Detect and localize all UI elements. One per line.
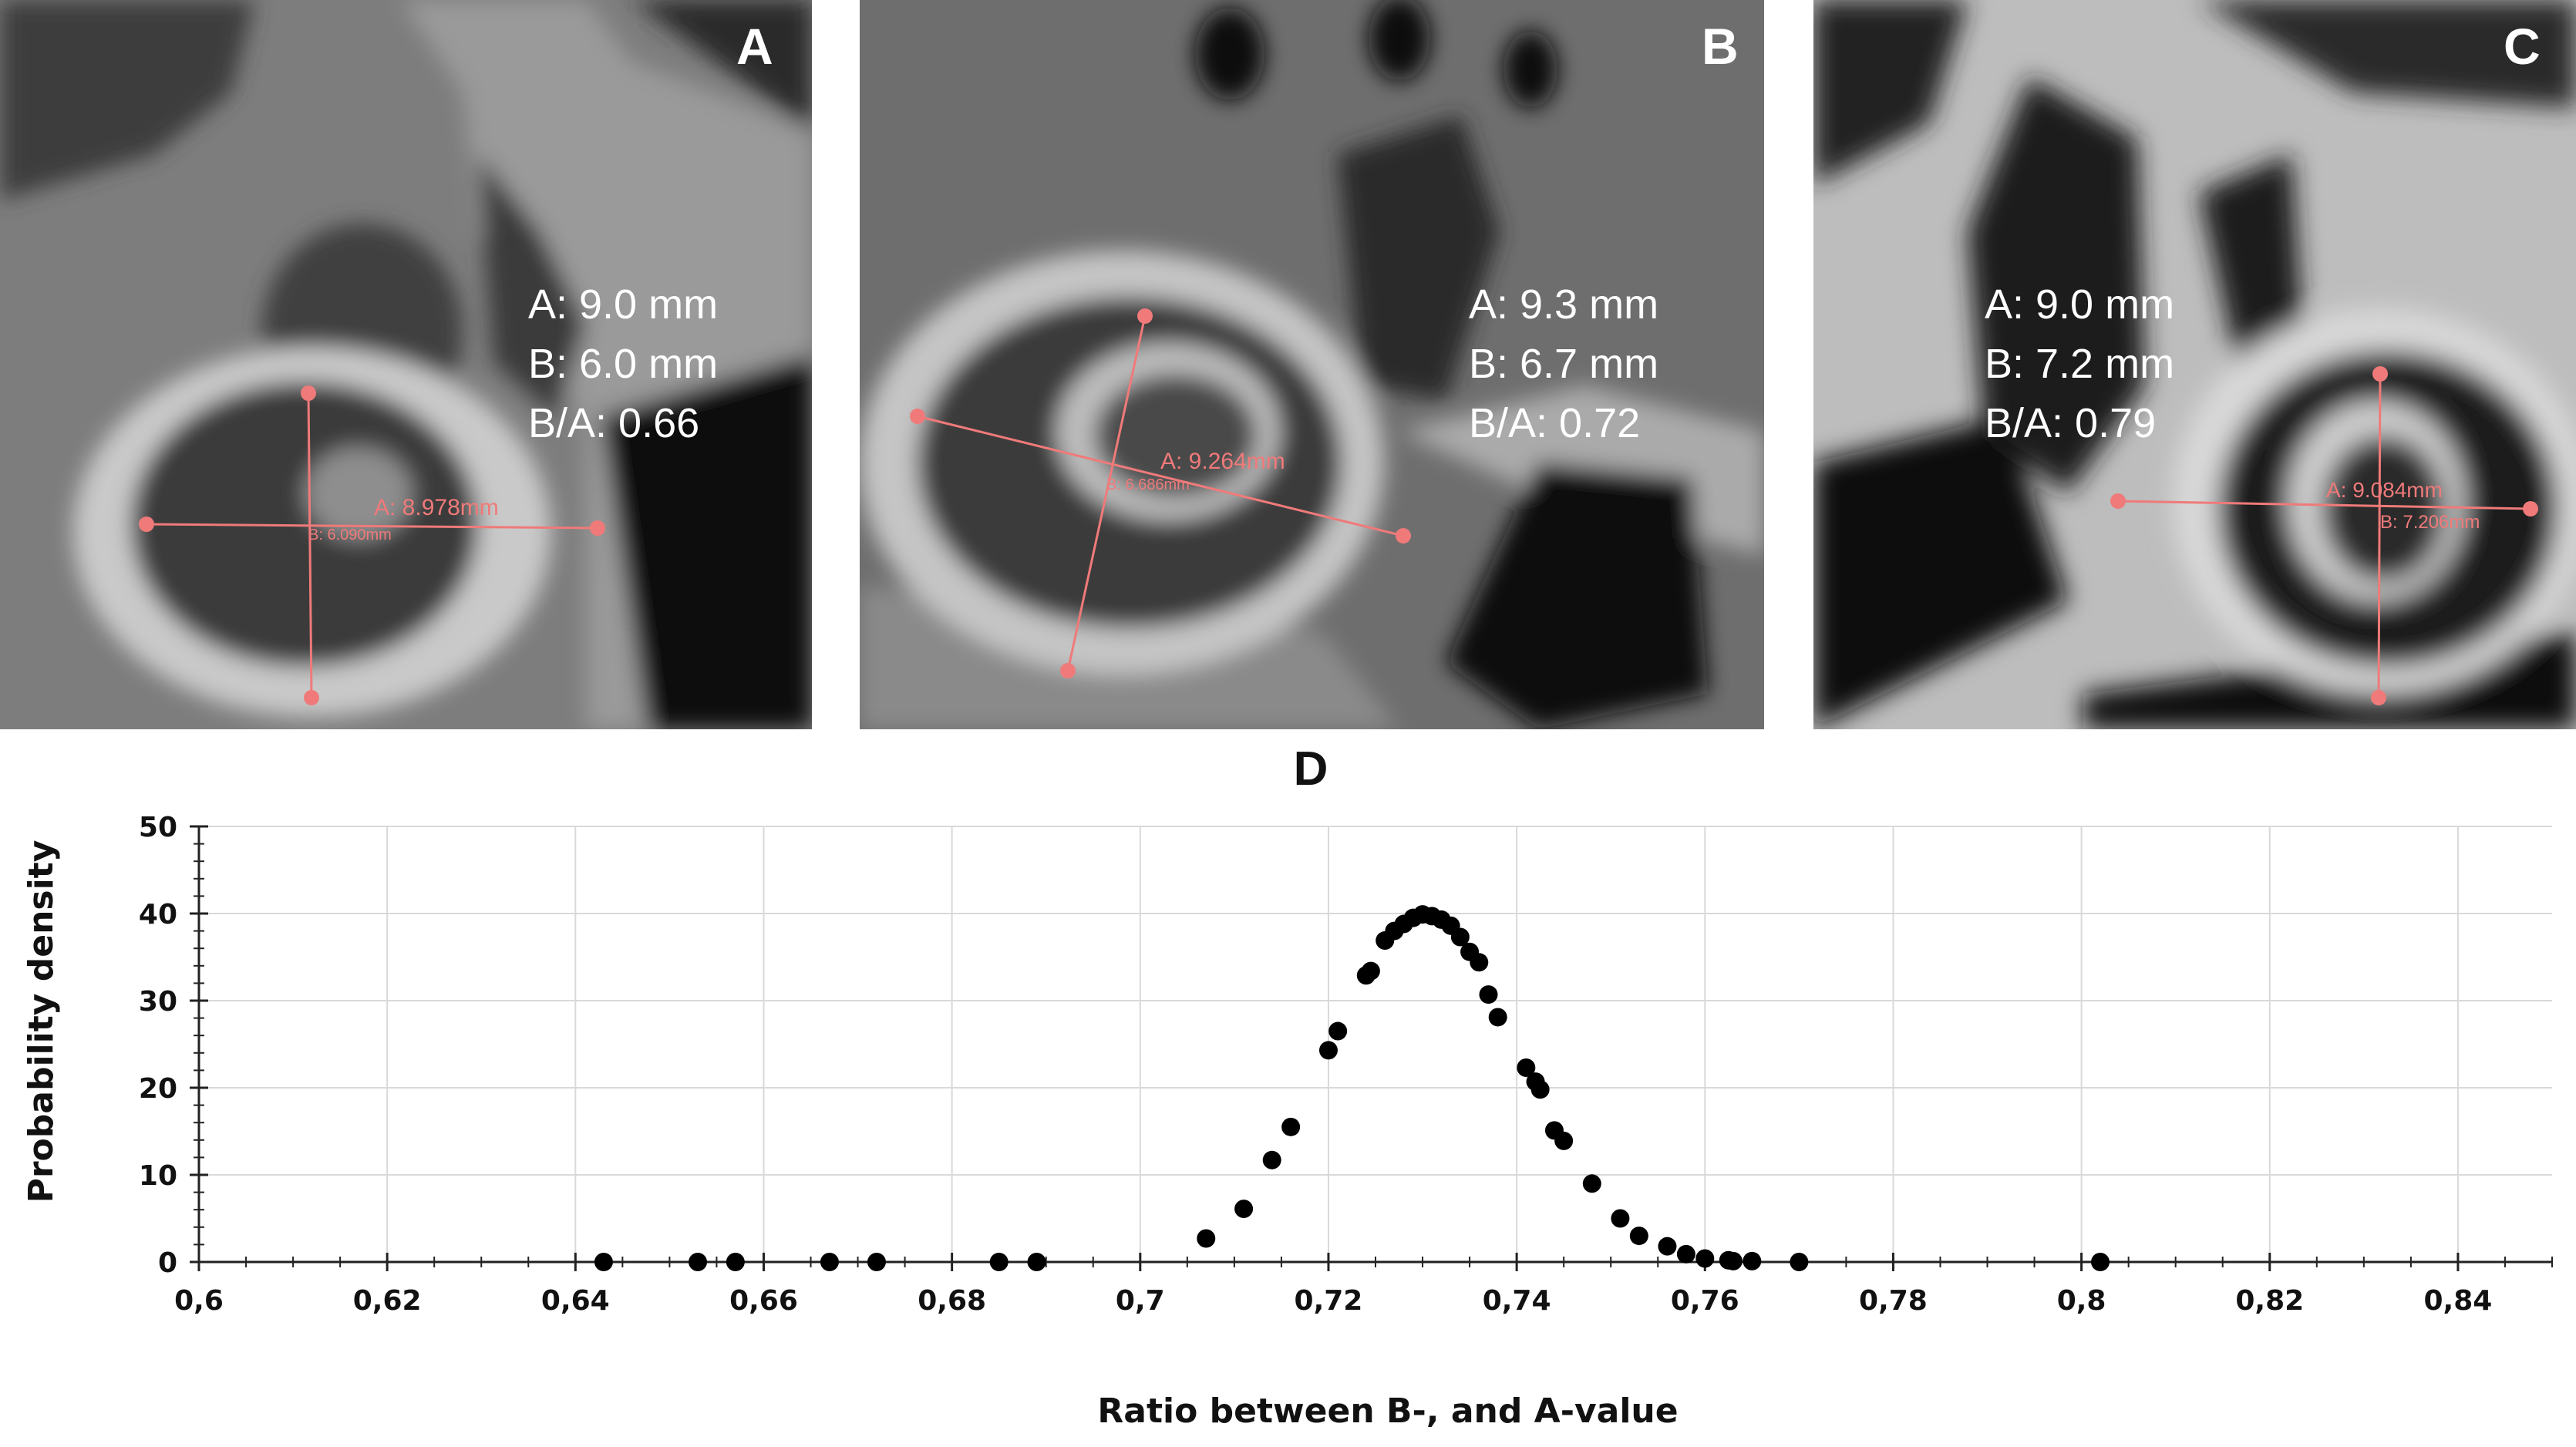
- x-axis-ticks: 0,6 0,62 0,64 0,66 0,68 0,7 0,72 0,74 0,76 0,78 0,…: [174, 1253, 2553, 1317]
- measurement-overlay-b: A: 9.264mm B: 6.686mm: [910, 308, 1411, 678]
- x-tick-label: 0,62: [353, 1285, 422, 1317]
- y-tick-label: 20: [139, 1073, 177, 1105]
- data-points: [594, 905, 2110, 1271]
- panel-label-a: A: [736, 18, 773, 75]
- data-point: [1361, 961, 1380, 981]
- x-tick-label: 0,66: [729, 1285, 798, 1317]
- data-point: [1197, 1229, 1216, 1248]
- data-point: [726, 1253, 745, 1271]
- ct-scan-image-a: [0, 0, 812, 729]
- measurement-text-b: A: 9.3 mm B: 6.7 mm B/A: 0.72: [1469, 275, 1658, 453]
- data-point: [1318, 1041, 1338, 1060]
- data-point: [1262, 1150, 1281, 1169]
- data-point: [1658, 1237, 1677, 1256]
- measurement-a-value: A: 9.0 mm: [528, 281, 719, 328]
- measurement-a-value: A: 9.3 mm: [1469, 281, 1659, 328]
- data-point: [989, 1253, 1009, 1271]
- measurement-overlay-a: A: 8.978mm B: 6.090mm: [139, 385, 605, 705]
- ct-panel-c: A: 9.084mm B: 7.206mm C A: 9.0 mm B: 7.2…: [1813, 0, 2576, 729]
- data-point: [1790, 1253, 1809, 1271]
- y-tick-label: 0: [158, 1247, 177, 1279]
- x-tick-label: 0,6: [174, 1285, 224, 1317]
- data-point: [1629, 1227, 1648, 1246]
- x-tick-label: 0,78: [1859, 1285, 1928, 1317]
- chart-title: D: [1294, 742, 1328, 796]
- overlay-label-a-diameter: A: 8.978mm: [374, 495, 499, 520]
- ct-scan-image-c: [1813, 0, 2576, 729]
- measurement-text-a: A: 9.0 mm B: 6.0 mm B/A: 0.66: [528, 275, 718, 453]
- x-tick-label: 0,84: [2424, 1285, 2493, 1317]
- panel-label-c: C: [2504, 18, 2541, 75]
- data-point: [1582, 1174, 1601, 1193]
- data-point: [1488, 1008, 1507, 1027]
- ct-scan-image-b: [860, 0, 1764, 729]
- measurement-b-value: B: 6.0 mm: [528, 341, 719, 387]
- data-point: [1027, 1253, 1046, 1271]
- x-tick-label: 0,76: [1671, 1285, 1739, 1317]
- data-point: [1234, 1200, 1254, 1219]
- data-point: [1328, 1021, 1348, 1041]
- y-tick-label: 40: [139, 899, 177, 930]
- x-tick-label: 0,74: [1483, 1285, 1551, 1317]
- panel-label-b: B: [1702, 18, 1739, 75]
- y-tick-label: 50: [139, 812, 177, 843]
- data-point: [1743, 1251, 1762, 1270]
- measurement-ratio: B/A: 0.79: [1985, 400, 2157, 446]
- y-axis-ticks: 0 10 20 30 40 50: [139, 812, 208, 1279]
- y-tick-label: 10: [139, 1160, 177, 1192]
- data-point: [1479, 985, 1498, 1004]
- data-point: [1517, 1058, 1536, 1078]
- measurement-b-value: B: 7.2 mm: [1985, 341, 2175, 387]
- data-point: [1554, 1131, 1574, 1150]
- data-point: [1695, 1249, 1715, 1268]
- measurement-text-c: A: 9.0 mm B: 7.2 mm B/A: 0.79: [1985, 275, 2174, 453]
- overlay-label-b-diameter: B: 6.090mm: [308, 527, 392, 543]
- overlay-label-b-diameter: B: 6.686mm: [1106, 476, 1190, 493]
- probability-density-chart: 0,6 0,62 0,64 0,66 0,68 0,7 0,72 0,74 0,76 0,78 0,…: [22, 742, 2553, 1431]
- data-point: [2091, 1253, 2110, 1271]
- ct-panel-b: A: 9.264mm B: 6.686mm B A: 9.3 mm B: 6.7…: [860, 0, 1764, 729]
- data-point: [1450, 927, 1470, 947]
- data-point: [1611, 1209, 1630, 1228]
- overlay-label-b-diameter: B: 7.206mm: [2380, 512, 2480, 533]
- overlay-label-a-diameter: A: 9.084mm: [2326, 478, 2443, 502]
- measurement-b-value: B: 6.7 mm: [1469, 341, 1659, 387]
- data-point: [1676, 1244, 1695, 1264]
- chart-axes: [197, 826, 2552, 1264]
- data-point: [689, 1253, 708, 1271]
- y-axis-label: Probability density: [22, 840, 61, 1203]
- measurement-overlay-c: A: 9.084mm B: 7.206mm: [2110, 366, 2538, 705]
- measurement-ratio: B/A: 0.66: [528, 400, 700, 446]
- data-point: [1281, 1117, 1301, 1136]
- ct-panel-a: A: 8.978mm B: 6.090mm A A: 9.0 mm B: 6.0…: [0, 0, 812, 729]
- x-tick-label: 0,72: [1295, 1285, 1363, 1317]
- data-point: [1723, 1251, 1743, 1270]
- overlay-label-a-diameter: A: 9.264mm: [1160, 449, 1285, 474]
- x-tick-label: 0,68: [918, 1285, 986, 1317]
- x-tick-label: 0,8: [2057, 1285, 2106, 1317]
- x-tick-label: 0,64: [541, 1285, 610, 1317]
- measurement-a-value: A: 9.0 mm: [1985, 281, 2175, 328]
- x-tick-label: 0,82: [2235, 1285, 2304, 1317]
- x-tick-label: 0,7: [1116, 1285, 1165, 1317]
- data-point: [1530, 1080, 1550, 1099]
- x-axis-label: Ratio between B-, and A-value: [1097, 1391, 1678, 1431]
- data-point: [820, 1253, 839, 1271]
- measurement-ratio: B/A: 0.72: [1469, 400, 1641, 446]
- y-tick-label: 30: [139, 986, 177, 1018]
- data-point: [1470, 953, 1489, 972]
- data-point: [867, 1253, 886, 1271]
- data-point: [594, 1253, 613, 1271]
- chart-grid: [198, 826, 2552, 1263]
